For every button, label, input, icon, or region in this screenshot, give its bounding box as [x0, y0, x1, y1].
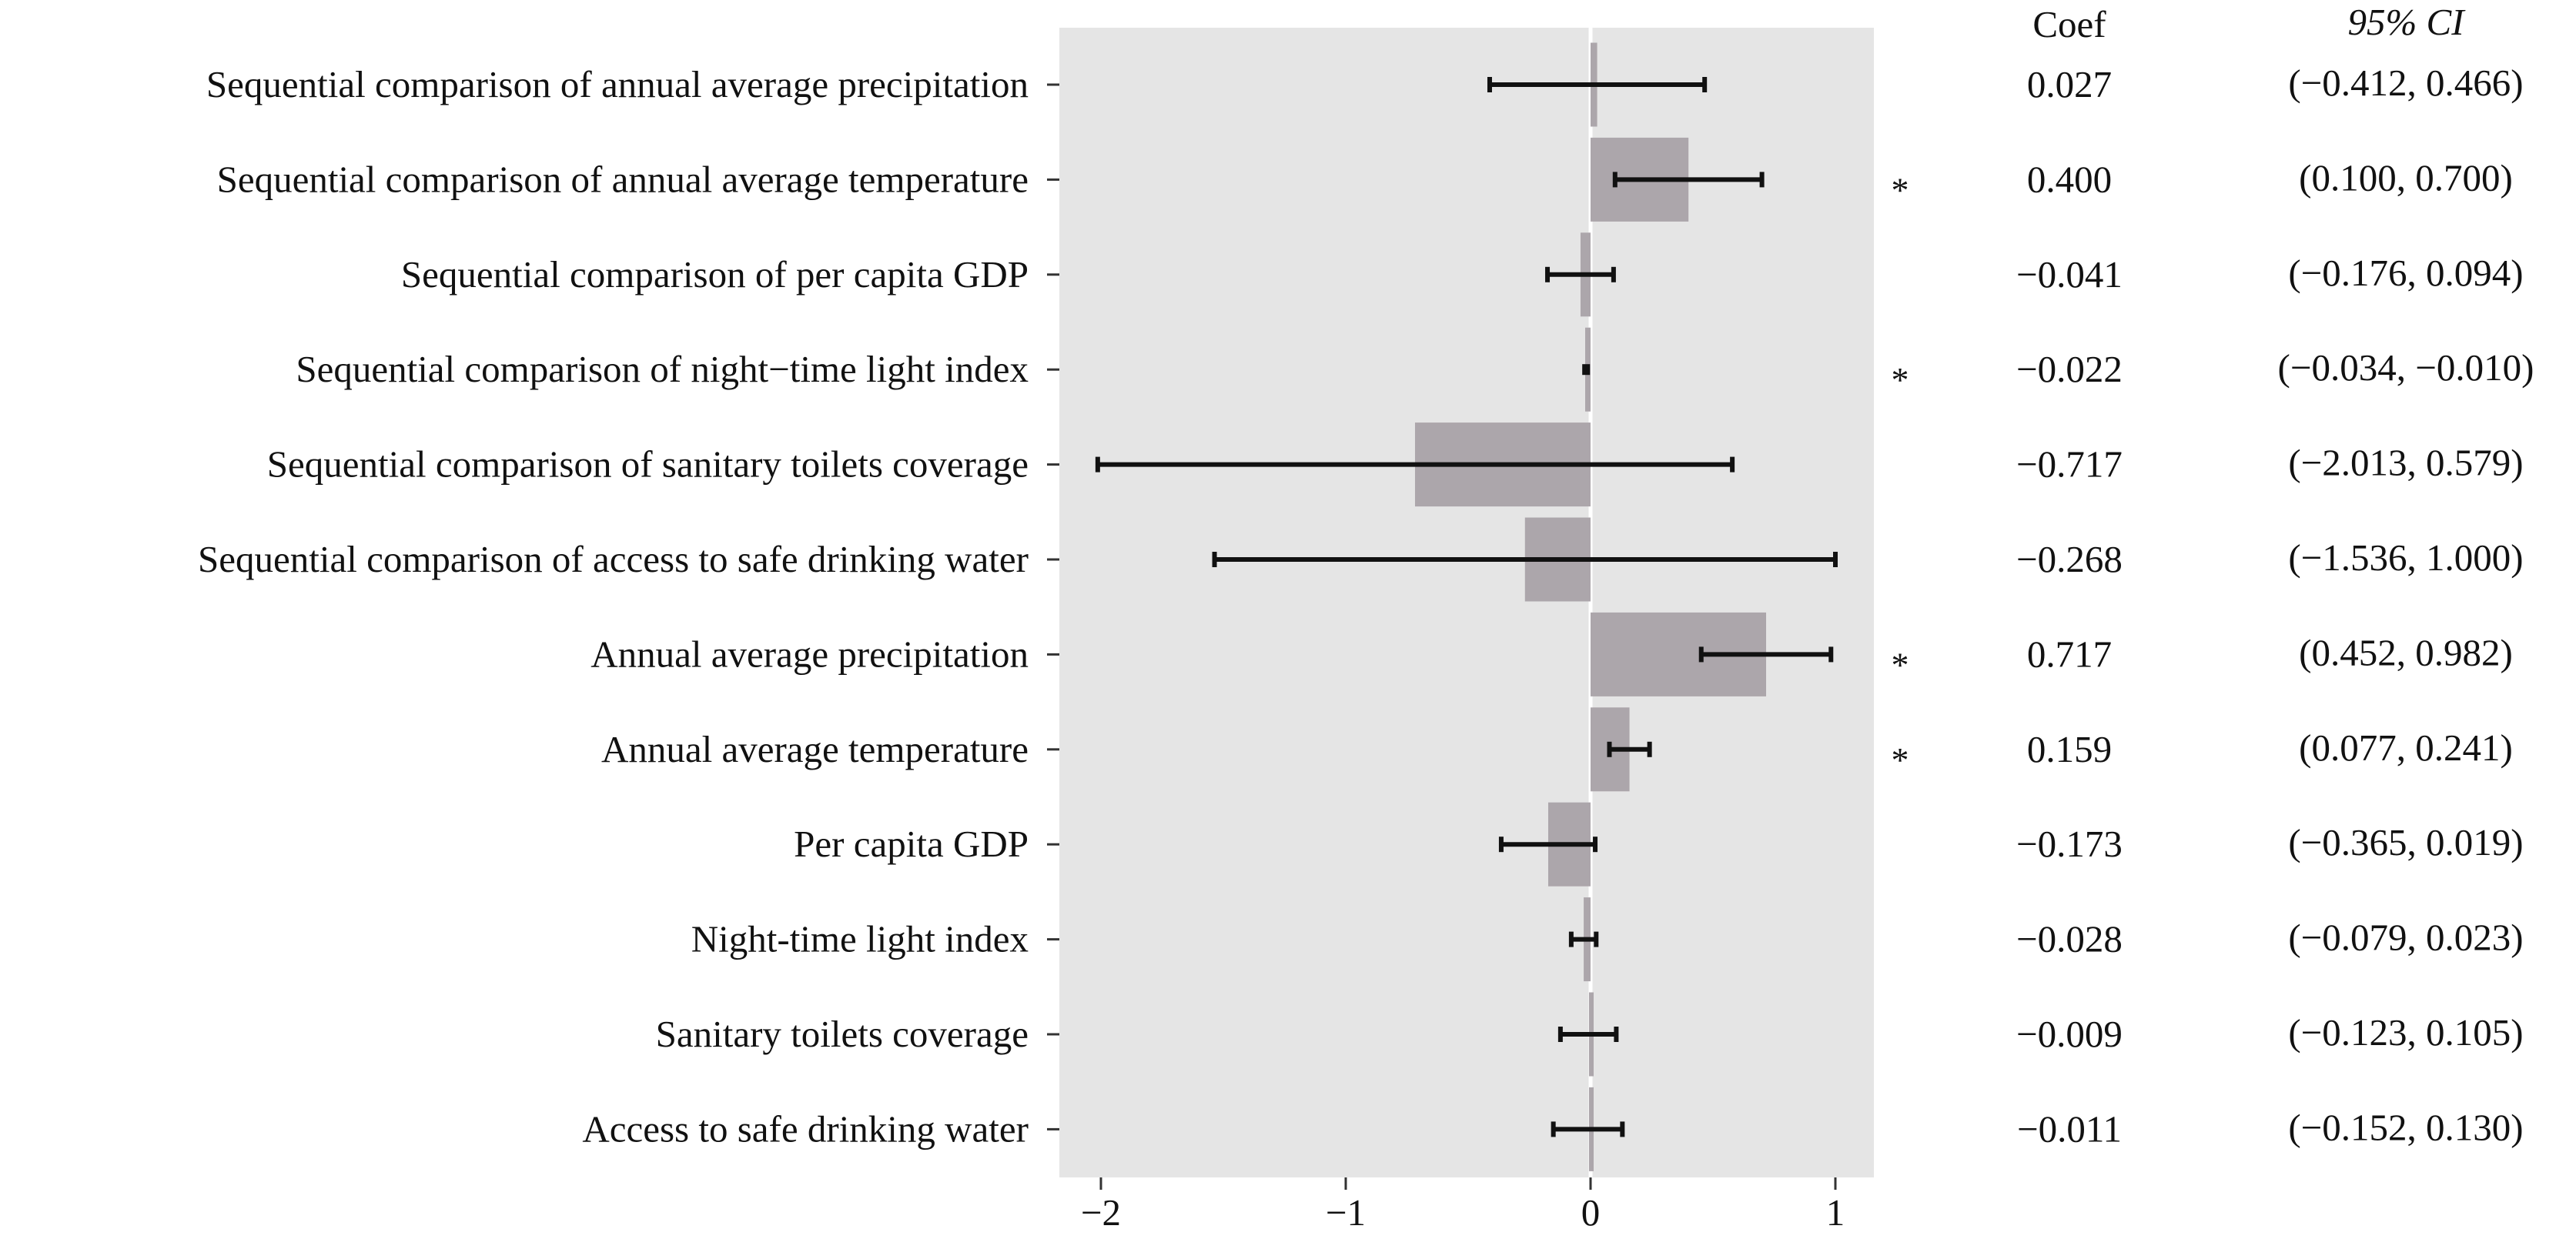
ci-label: (0.100, 0.700): [2299, 156, 2513, 199]
x-tick-label: −1: [1326, 1191, 1366, 1234]
significance-star: *: [1892, 740, 1909, 780]
coef-label: −0.717: [2016, 443, 2123, 486]
y-tick-label: Sequential comparison of sanitary toilet…: [267, 443, 1029, 486]
ci-label: (−2.013, 0.579): [2288, 442, 2523, 484]
coef-label: −0.041: [2016, 253, 2123, 296]
significance-star: *: [1892, 645, 1909, 684]
y-tick-label: Sequential comparison of access to safe …: [198, 538, 1029, 580]
coef-label: 0.027: [2027, 63, 2112, 105]
significance-star: *: [1892, 360, 1909, 399]
x-tick-label: 1: [1826, 1191, 1845, 1234]
y-tick-label: Annual average precipitation: [590, 633, 1029, 675]
ci-label: (0.077, 0.241): [2299, 726, 2513, 769]
significance-star: *: [1892, 170, 1909, 209]
ci-label: (−0.412, 0.466): [2288, 62, 2523, 104]
coef-label: −0.009: [2016, 1013, 2123, 1055]
y-tick-label: Night-time light index: [691, 918, 1029, 960]
coef-label: −0.028: [2016, 918, 2123, 960]
coef-label: 0.717: [2027, 633, 2112, 675]
coef-label: −0.268: [2016, 538, 2123, 580]
ci-label: (−1.536, 1.000): [2288, 536, 2523, 579]
y-tick-label: Access to safe drinking water: [582, 1107, 1029, 1150]
ci-label: (−0.079, 0.023): [2288, 917, 2523, 959]
y-tick-label: Sequential comparison of night−time ligh…: [296, 348, 1029, 390]
coef-label: 0.400: [2027, 158, 2112, 200]
y-tick-label: Sequential comparison of annual average …: [217, 158, 1029, 200]
ci-label: (−0.123, 0.105): [2288, 1011, 2523, 1054]
y-tick-label: Per capita GDP: [794, 823, 1029, 865]
ci-label: (−0.152, 0.130): [2288, 1106, 2523, 1148]
x-tick-label: 0: [1581, 1191, 1601, 1234]
coef-label: −0.173: [2016, 823, 2123, 865]
ci-label: (−0.176, 0.094): [2288, 252, 2523, 294]
coef-label: −0.011: [2017, 1107, 2122, 1150]
plot-panel: [1059, 28, 1874, 1177]
y-tick-label: Sequential comparison of per capita GDP: [401, 253, 1029, 296]
y-tick-label: Sequential comparison of annual average …: [206, 63, 1029, 105]
ci-label: (−0.034, −0.010): [2278, 346, 2534, 389]
coef-header: Coef: [2032, 3, 2106, 45]
y-tick-label: Annual average temperature: [601, 728, 1029, 770]
ci-header: 95% CI: [2347, 1, 2466, 43]
coef-label: 0.159: [2027, 728, 2112, 770]
coef-label: −0.022: [2016, 348, 2123, 390]
x-tick-label: −2: [1081, 1191, 1121, 1234]
errorbar: [1582, 364, 1591, 376]
ci-label: (−0.365, 0.019): [2288, 821, 2523, 863]
ci-label: (0.452, 0.982): [2299, 631, 2513, 673]
y-tick-label: Sanitary toilets coverage: [656, 1013, 1029, 1055]
